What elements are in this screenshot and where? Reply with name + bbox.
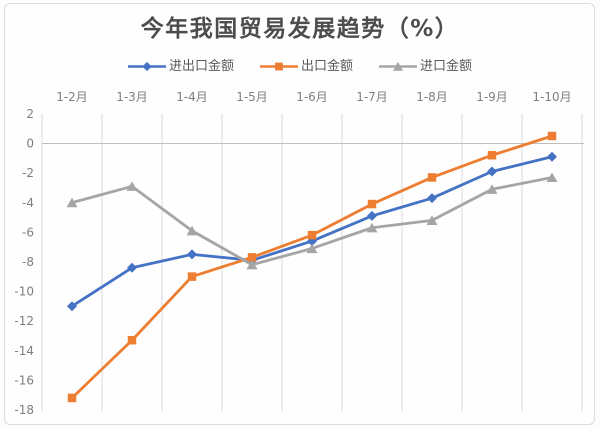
- diamond-marker-icon: [367, 210, 377, 221]
- y-axis-tick-label: -10: [14, 285, 34, 299]
- series-square: [67, 131, 557, 403]
- legend-label: 出口金额: [300, 58, 353, 74]
- x-axis-category-label: 1-9月: [476, 90, 508, 104]
- square-marker-icon: [127, 335, 137, 345]
- diamond-marker-icon: [487, 166, 497, 177]
- chart-title: 今年我国贸易发展趋势（%）: [140, 16, 460, 42]
- x-axis-category-label: 1-7月: [356, 90, 388, 104]
- triangle-marker-icon: [546, 172, 558, 183]
- diamond-marker-icon: [187, 249, 197, 260]
- square-marker-icon: [187, 272, 197, 281]
- y-axis-tick-label: 2: [26, 107, 34, 121]
- y-axis-labels: 2 0 -2 -4 -6 -8 -10 -12 -14 -16 -18: [14, 107, 34, 417]
- triangle-marker-icon: [186, 225, 198, 236]
- triangle-marker-icon: [426, 215, 438, 225]
- legend-diamond-line-icon: [127, 61, 166, 71]
- y-axis-tick-label: 0: [26, 137, 34, 151]
- y-axis-tick-label: -16: [14, 373, 34, 387]
- y-axis-tick-label: -2: [22, 166, 34, 180]
- x-axis-category-label: 1-3月: [116, 90, 148, 104]
- x-axis-labels: 1-2月 1-3月 1-4月 1-5月 1-6月 1-7月 1-8月 1-9月 1-10月: [56, 90, 571, 104]
- x-axis-category-label: 1-2月: [56, 90, 88, 104]
- triangle-marker-icon: [486, 184, 498, 194]
- square-marker-icon: [275, 62, 283, 70]
- legend-square-line-icon: [259, 62, 298, 70]
- y-axis-tick-label: -12: [14, 314, 34, 328]
- square-marker-icon: [547, 131, 557, 141]
- triangle-marker-icon: [66, 197, 78, 208]
- triangle-marker-icon: [126, 181, 138, 191]
- legend-label: 进出口金额: [168, 58, 234, 74]
- diamond-marker-icon: [427, 193, 437, 204]
- legend-item-triangle: 进口金额: [379, 60, 472, 73]
- legend-item-diamond: 进出口金额: [127, 58, 234, 74]
- series-line: [71, 134, 553, 399]
- triangle-marker-icon: [366, 222, 378, 233]
- triangle-marker-icon: [246, 259, 258, 270]
- x-axis-category-label: 1-5月: [236, 90, 268, 104]
- chart-legend: 进出口金额 出口金额 进口金额: [0, 57, 600, 75]
- triangle-marker-icon: [306, 243, 318, 254]
- triangle-marker-icon: [392, 61, 404, 71]
- square-marker-icon: [487, 150, 497, 160]
- y-axis-tick-label: -14: [14, 344, 34, 358]
- diamond-marker-icon: [142, 61, 152, 71]
- legend-triangle-line-icon: [379, 61, 417, 71]
- diamond-marker-icon: [67, 301, 77, 312]
- square-marker-icon: [67, 393, 77, 403]
- square-marker-icon: [427, 173, 437, 182]
- legend-label: 进口金额: [420, 58, 473, 74]
- x-axis-category-label: 1-8月: [416, 90, 448, 104]
- gridlines: [41, 114, 583, 411]
- square-marker-icon: [247, 253, 257, 262]
- x-axis-category-label: 1-10月: [532, 90, 571, 104]
- x-axis-category-label: 1-6月: [296, 90, 328, 104]
- y-axis-tick-label: -8: [22, 255, 34, 269]
- y-axis-tick-label: -4: [22, 196, 34, 210]
- series-triangle: [66, 172, 558, 270]
- y-axis-tick-label: -18: [14, 403, 34, 417]
- square-marker-icon: [367, 199, 377, 209]
- legend-item-square: 出口金额: [259, 58, 353, 74]
- y-axis-tick-label: -6: [22, 225, 34, 239]
- diamond-marker-icon: [547, 151, 557, 162]
- x-axis-category-label: 1-4月: [176, 90, 208, 104]
- square-marker-icon: [307, 230, 317, 240]
- diamond-marker-icon: [127, 262, 137, 273]
